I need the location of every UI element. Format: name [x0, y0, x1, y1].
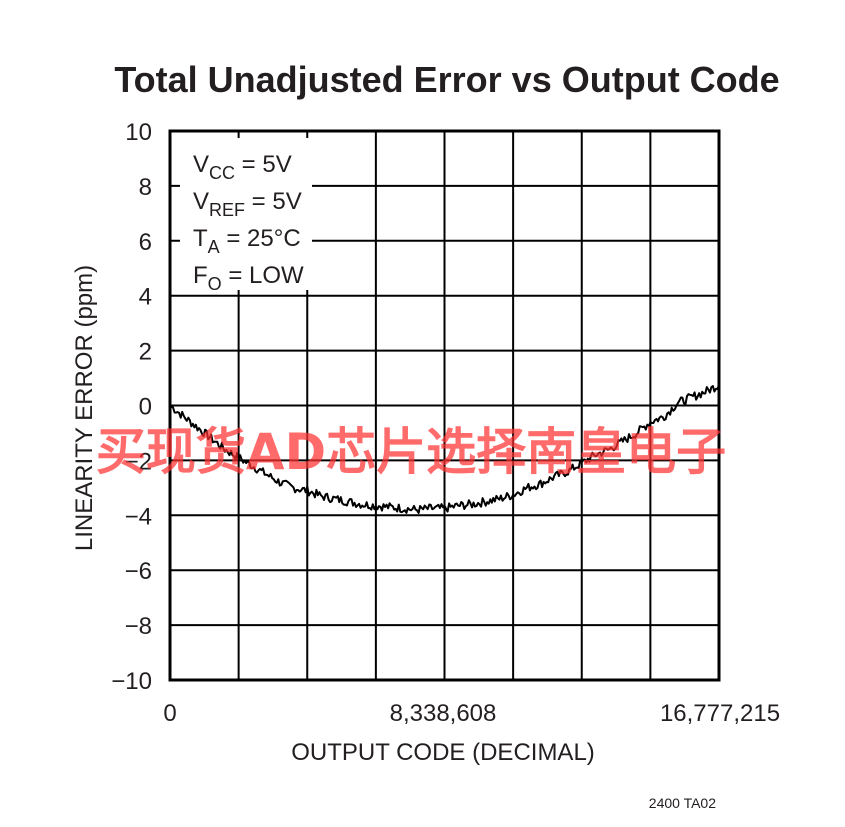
y-tick-label: 10: [125, 119, 152, 146]
y-tick-labels: 10 8 6 4 2 0 −2 −4 −6 −8 −10: [111, 119, 152, 695]
y-tick-label: −8: [125, 613, 152, 640]
conditions-box: [180, 138, 312, 290]
plot-frame: [168, 129, 721, 682]
series-line: [169, 384, 720, 514]
y-tick-label: 6: [139, 229, 152, 256]
grid: [170, 131, 719, 680]
y-tick-label: −6: [125, 558, 152, 585]
y-tick-label: −2: [125, 448, 152, 475]
y-tick-label: 0: [139, 394, 152, 421]
x-tick-label: 16,777,215: [660, 700, 780, 727]
x-axis-label: OUTPUT CODE (DECIMAL): [291, 739, 595, 766]
y-tick-label: 8: [139, 174, 152, 201]
figure-code: 2400 TA02: [649, 795, 716, 811]
x-tick-label: 0: [163, 700, 176, 727]
condition-label: VCC = 5V: [193, 151, 292, 183]
y-tick-label: −4: [125, 503, 152, 530]
conditions-legend: VCC = 5V VREF = 5V TA = 25°C FO = LOW: [193, 151, 304, 294]
chart-title: Total Unadjusted Error vs Output Code: [114, 59, 779, 100]
y-tick-label: −10: [111, 668, 152, 695]
y-tick-label: 4: [139, 284, 152, 311]
watermark: 买现货AD芯片选择南皇电子: [96, 423, 726, 481]
y-axis-label: LINEARITY ERROR (ppm): [71, 265, 98, 551]
condition-label: VREF = 5V: [193, 188, 302, 220]
x-tick-labels: 0 8,338,608 16,777,215: [163, 700, 780, 727]
x-tick-label: 8,338,608: [390, 700, 497, 727]
y-tick-label: 2: [139, 339, 152, 366]
condition-label: FO = LOW: [193, 262, 304, 294]
condition-label: TA = 25°C: [193, 225, 301, 257]
